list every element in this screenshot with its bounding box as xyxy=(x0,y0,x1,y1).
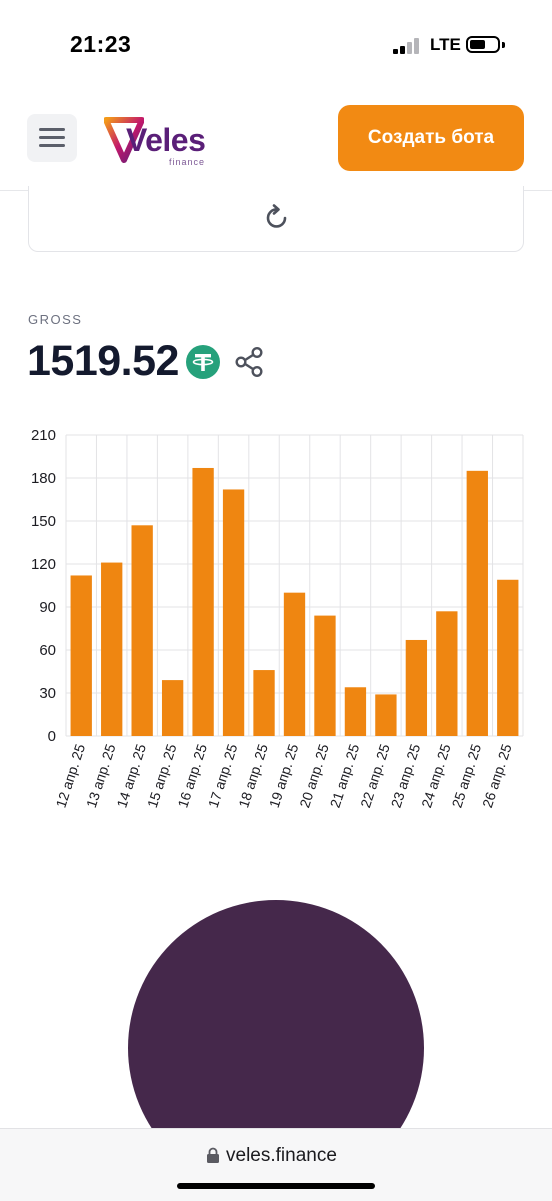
battery-icon xyxy=(466,36,500,53)
x-tick-label: 25 апр. 25 xyxy=(449,742,485,810)
tether-icon xyxy=(186,345,220,379)
bar xyxy=(344,687,367,736)
menu-button[interactable] xyxy=(27,114,77,162)
status-bar: 21:23 LTE xyxy=(0,0,552,90)
url-domain: veles.finance xyxy=(226,1145,337,1166)
y-tick-label: 180 xyxy=(31,470,56,487)
network-type: LTE xyxy=(430,35,461,54)
y-tick-label: 210 xyxy=(31,427,56,444)
x-tick-label: 24 апр. 25 xyxy=(418,742,454,810)
bar xyxy=(70,575,92,736)
signal-icon xyxy=(393,38,423,54)
x-tick-label: 15 апр. 25 xyxy=(144,742,180,810)
bar xyxy=(466,470,488,736)
status-time: 21:23 xyxy=(70,31,132,57)
y-tick-label: 0 xyxy=(48,728,56,745)
browser-url-bar[interactable]: veles.finance xyxy=(0,1128,552,1201)
y-tick-label: 120 xyxy=(31,556,56,573)
bar xyxy=(497,579,519,736)
bar xyxy=(253,670,275,736)
bar xyxy=(161,680,184,736)
create-bot-button[interactable]: Создать бота xyxy=(338,105,524,171)
y-tick-label: 30 xyxy=(39,685,56,702)
x-tick-label: 12 апр. 25 xyxy=(52,742,88,810)
x-tick-label: 20 апр. 25 xyxy=(296,742,332,810)
logo-text: Veles xyxy=(126,122,206,158)
x-tick-label: 26 апр. 25 xyxy=(479,742,515,810)
refresh-card xyxy=(28,186,524,252)
x-tick-label: 17 апр. 25 xyxy=(205,742,241,810)
x-tick-label: 23 апр. 25 xyxy=(388,742,424,810)
bar xyxy=(101,562,123,736)
x-tick-label: 21 апр. 25 xyxy=(327,742,363,810)
bar xyxy=(283,592,306,736)
bar xyxy=(314,615,336,736)
bar xyxy=(131,525,153,736)
lock-icon xyxy=(207,1147,219,1163)
bar xyxy=(436,611,458,736)
bar xyxy=(405,639,428,736)
bar xyxy=(222,489,245,736)
refresh-icon[interactable] xyxy=(261,202,293,234)
x-tick-label: 19 апр. 25 xyxy=(266,742,302,810)
home-indicator xyxy=(177,1183,375,1189)
y-tick-label: 150 xyxy=(31,513,56,530)
gross-value: 1519.52 xyxy=(27,337,179,385)
bar xyxy=(375,694,397,736)
x-tick-label: 22 апр. 25 xyxy=(357,742,393,810)
y-tick-label: 60 xyxy=(39,642,56,659)
x-tick-label: 13 апр. 25 xyxy=(83,742,119,810)
site-header: Veles finance Создать бота xyxy=(0,90,552,191)
bar xyxy=(192,467,214,736)
logo-subtext: finance xyxy=(169,157,206,167)
veles-logo[interactable]: Veles finance xyxy=(104,112,224,168)
gross-label: GROSS xyxy=(28,312,83,327)
veles-logo-icon xyxy=(104,117,144,163)
x-tick-label: 16 апр. 25 xyxy=(174,742,210,810)
menu-icon xyxy=(39,128,65,131)
x-tick-label: 14 апр. 25 xyxy=(113,742,149,810)
share-icon[interactable] xyxy=(232,345,266,379)
x-tick-label: 18 апр. 25 xyxy=(235,742,271,810)
y-tick-label: 90 xyxy=(39,599,56,616)
